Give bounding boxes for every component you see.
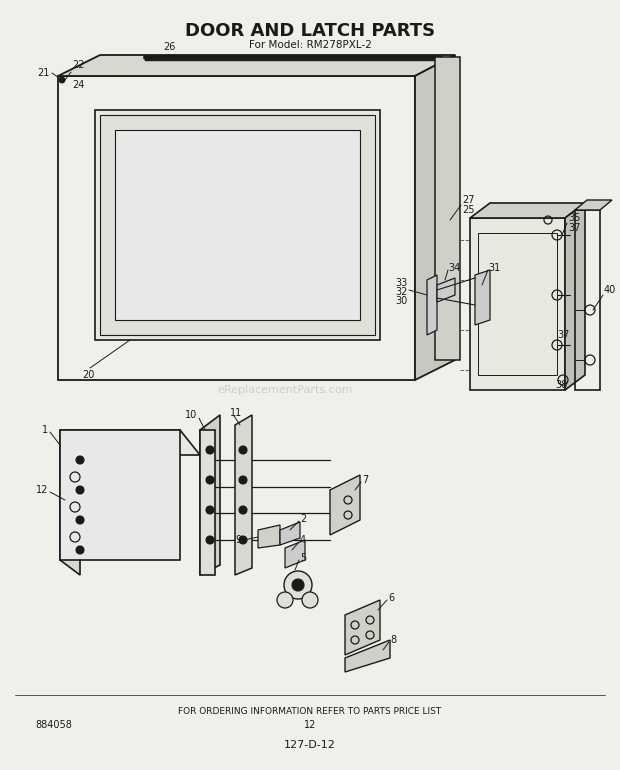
Polygon shape xyxy=(437,278,455,302)
Polygon shape xyxy=(60,430,80,575)
Text: 21: 21 xyxy=(38,68,50,78)
Polygon shape xyxy=(58,55,455,76)
Circle shape xyxy=(277,592,293,608)
Text: 8: 8 xyxy=(390,635,396,645)
Polygon shape xyxy=(100,115,375,335)
Polygon shape xyxy=(565,203,585,390)
Circle shape xyxy=(76,456,84,464)
Text: 20: 20 xyxy=(82,370,94,380)
Polygon shape xyxy=(95,110,380,340)
Text: 2: 2 xyxy=(300,514,306,524)
Circle shape xyxy=(239,446,247,454)
Circle shape xyxy=(239,536,247,544)
Text: 26: 26 xyxy=(163,42,175,52)
Text: 35: 35 xyxy=(568,213,580,223)
Text: 884058: 884058 xyxy=(35,720,72,730)
Text: 38: 38 xyxy=(555,380,567,390)
Text: 127-D-12: 127-D-12 xyxy=(284,740,336,750)
Polygon shape xyxy=(258,525,280,548)
Polygon shape xyxy=(58,76,415,380)
Text: 12: 12 xyxy=(35,485,48,495)
Text: 32: 32 xyxy=(396,287,408,297)
Text: 34: 34 xyxy=(448,263,460,273)
Text: 25: 25 xyxy=(462,205,474,215)
Polygon shape xyxy=(330,475,360,535)
Text: DOOR AND LATCH PARTS: DOOR AND LATCH PARTS xyxy=(185,22,435,40)
Polygon shape xyxy=(115,130,360,320)
Circle shape xyxy=(206,506,214,514)
Polygon shape xyxy=(470,203,585,218)
Polygon shape xyxy=(475,270,490,325)
Circle shape xyxy=(206,446,214,454)
Circle shape xyxy=(239,506,247,514)
Text: 11: 11 xyxy=(230,408,242,418)
Circle shape xyxy=(206,476,214,484)
Text: 9: 9 xyxy=(236,535,242,545)
Text: 31: 31 xyxy=(488,263,500,273)
Polygon shape xyxy=(470,218,565,390)
Circle shape xyxy=(284,571,312,599)
Polygon shape xyxy=(60,430,200,455)
Text: 33: 33 xyxy=(396,278,408,288)
Text: 10: 10 xyxy=(185,410,197,420)
Circle shape xyxy=(302,592,318,608)
Text: 12: 12 xyxy=(304,720,316,730)
Polygon shape xyxy=(427,275,437,335)
Text: 37: 37 xyxy=(557,330,569,340)
Polygon shape xyxy=(60,430,180,560)
Text: FOR ORDERING INFORMATION REFER TO PARTS PRICE LIST: FOR ORDERING INFORMATION REFER TO PARTS … xyxy=(179,707,441,716)
Circle shape xyxy=(76,486,84,494)
Polygon shape xyxy=(575,200,612,210)
Polygon shape xyxy=(345,600,380,655)
Polygon shape xyxy=(345,640,390,672)
Circle shape xyxy=(76,546,84,554)
Text: 40: 40 xyxy=(604,285,616,295)
Polygon shape xyxy=(435,57,460,360)
Text: 6: 6 xyxy=(388,593,394,603)
Circle shape xyxy=(239,476,247,484)
Polygon shape xyxy=(200,415,220,575)
Text: 4: 4 xyxy=(300,535,306,545)
Polygon shape xyxy=(280,522,300,545)
Text: 30: 30 xyxy=(396,296,408,306)
Polygon shape xyxy=(235,415,252,575)
Text: 24: 24 xyxy=(72,80,84,90)
Text: 5: 5 xyxy=(300,553,306,563)
Polygon shape xyxy=(200,430,215,575)
Text: eReplacementParts.com: eReplacementParts.com xyxy=(217,385,353,395)
Text: 22: 22 xyxy=(72,60,84,70)
Circle shape xyxy=(206,536,214,544)
Text: 37: 37 xyxy=(568,223,580,233)
Polygon shape xyxy=(285,540,305,568)
Circle shape xyxy=(292,579,304,591)
Text: For Model: RM278PXL-2: For Model: RM278PXL-2 xyxy=(249,40,371,50)
Circle shape xyxy=(76,516,84,524)
Circle shape xyxy=(59,77,65,83)
Polygon shape xyxy=(415,55,455,380)
Text: 7: 7 xyxy=(362,475,368,485)
Text: 27: 27 xyxy=(462,195,474,205)
Text: 1: 1 xyxy=(42,425,48,435)
